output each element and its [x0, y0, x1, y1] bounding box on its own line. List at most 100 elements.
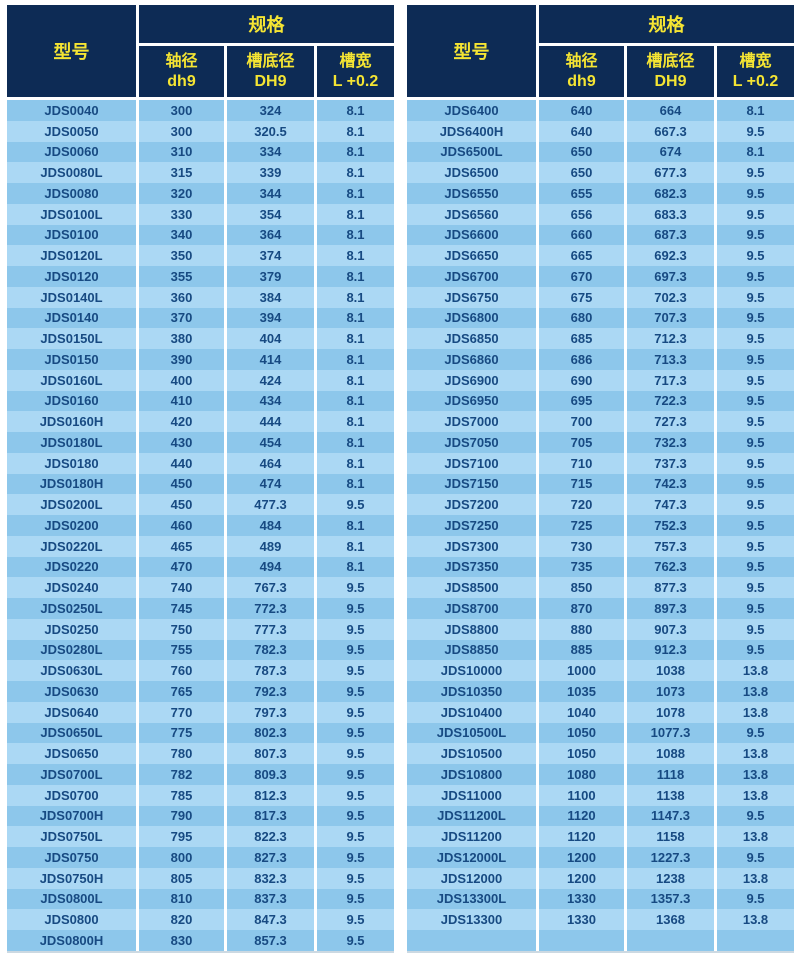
value-cell: 752.3 [627, 515, 714, 536]
table-row: JDS7100 710 737.3 9.5 [407, 452, 794, 474]
value-cell: 300 [139, 100, 224, 121]
model-cell: JDS12000 [407, 867, 536, 889]
model-cell: JDS8500 [407, 577, 536, 598]
value-cell: 650 [539, 162, 624, 183]
value-cell: 9.5 [717, 535, 794, 557]
value-cell: 8.1 [317, 245, 394, 266]
table-row: JDS7000 700 727.3 9.5 [407, 411, 794, 432]
model-cell: JDS11200 [407, 826, 536, 847]
table-row: JDS10400 1040 1078 13.8 [407, 701, 794, 723]
value-cell: 8.1 [317, 286, 394, 308]
value-cell: 792.3 [227, 681, 314, 702]
value-cell: 1147.3 [627, 805, 714, 827]
value-cell: 9.5 [317, 660, 394, 681]
value-cell: 8.1 [317, 162, 394, 183]
model-cell: JDS6550 [407, 183, 536, 204]
model-cell: JDS0120L [7, 245, 136, 266]
value-cell: 9.5 [717, 328, 794, 349]
value-cell: 740 [139, 577, 224, 598]
table-row: JDS0120 355 379 8.1 [7, 266, 394, 287]
value-cell: 9.5 [717, 203, 794, 225]
value-cell: 430 [139, 432, 224, 453]
table-row: JDS0120L 350 374 8.1 [7, 245, 394, 266]
value-cell: 9.5 [717, 162, 794, 183]
value-cell: 9.5 [717, 515, 794, 536]
table-row: JDS0180H 450 474 8.1 [7, 473, 394, 495]
table-row: JDS8800 880 907.3 9.5 [407, 618, 794, 640]
table-row: JDS0160H 420 444 8.1 [7, 411, 394, 432]
value-cell: 762.3 [627, 556, 714, 578]
model-cell: JDS0750 [7, 847, 136, 868]
table-row: JDS6600 660 687.3 9.5 [407, 224, 794, 246]
value-cell: 8.1 [717, 100, 794, 121]
model-cell: JDS12000L [407, 847, 536, 868]
value-cell: 1200 [539, 847, 624, 868]
value-cell: 686 [539, 349, 624, 370]
value-cell: 755 [139, 639, 224, 661]
value-cell: 9.5 [717, 120, 794, 142]
table-row: JDS6560 656 683.3 9.5 [407, 203, 794, 225]
table-bottom-divider [7, 950, 394, 953]
value-cell: 1330 [539, 909, 624, 930]
model-cell: JDS6600 [407, 224, 536, 246]
value-cell: 712.3 [627, 328, 714, 349]
value-cell: 640 [539, 120, 624, 142]
table-row: JDS0040 300 324 8.1 [7, 100, 394, 121]
model-cell: JDS0800L [7, 888, 136, 910]
table-row: JDS0800H 830 857.3 9.5 [7, 930, 394, 951]
model-cell: JDS8800 [407, 618, 536, 640]
table-row: JDS0080L 315 339 8.1 [7, 162, 394, 183]
value-cell: 667.3 [627, 120, 714, 142]
value-cell: 897.3 [627, 598, 714, 619]
model-cell: JDS0700H [7, 805, 136, 827]
value-cell: 665 [539, 245, 624, 266]
value-cell: 9.5 [317, 930, 394, 951]
value-cell: 8.1 [317, 307, 394, 329]
value-cell: 380 [139, 328, 224, 349]
table-row: JDS11200 1120 1158 13.8 [407, 826, 794, 847]
table-row: JDS6860 686 713.3 9.5 [407, 349, 794, 370]
value-cell [627, 930, 714, 951]
model-cell: JDS6400 [407, 100, 536, 121]
value-cell: 8.1 [317, 120, 394, 142]
value-cell: 785 [139, 784, 224, 806]
model-cell: JDS0250 [7, 618, 136, 640]
value-cell: 717.3 [627, 369, 714, 391]
model-cell: JDS0180 [7, 452, 136, 474]
value-cell: 1200 [539, 867, 624, 889]
model-cell: JDS6800 [407, 307, 536, 329]
model-cell: JDS13300L [407, 888, 536, 910]
value-cell: 9.5 [317, 722, 394, 744]
value-cell: 805 [139, 867, 224, 889]
table-row: JDS0280L 755 782.3 9.5 [7, 639, 394, 661]
groove-width-label: 槽宽 [739, 52, 772, 70]
value-cell: 9.5 [317, 764, 394, 785]
model-cell: JDS7350 [407, 556, 536, 578]
value-cell: 822.3 [227, 826, 314, 847]
value-cell: 8.1 [317, 411, 394, 432]
model-cell: JDS10500 [407, 743, 536, 764]
model-cell: JDS0280L [7, 639, 136, 661]
table-row: JDS11000 1100 1138 13.8 [407, 784, 794, 806]
table-row: JDS7050 705 732.3 9.5 [407, 432, 794, 453]
model-cell: JDS0100L [7, 203, 136, 225]
table-row: JDS6900 690 717.3 9.5 [407, 369, 794, 391]
value-cell: 9.5 [717, 307, 794, 329]
model-cell: JDS0650L [7, 722, 136, 744]
value-cell: 470 [139, 556, 224, 578]
model-cell: JDS10500L [407, 722, 536, 744]
value-cell: 8.1 [317, 432, 394, 453]
model-column-header: 型号 [407, 5, 536, 97]
table-row: JDS0640 770 797.3 9.5 [7, 701, 394, 723]
value-cell: 727.3 [627, 411, 714, 432]
table-row: JDS0800 820 847.3 9.5 [7, 909, 394, 930]
value-cell: 737.3 [627, 452, 714, 474]
table-row: JDS7250 725 752.3 9.5 [407, 515, 794, 536]
model-cell: JDS0140 [7, 307, 136, 329]
value-cell: 1238 [627, 867, 714, 889]
value-cell: 850 [539, 577, 624, 598]
table-row: JDS0650 780 807.3 9.5 [7, 743, 394, 764]
value-cell: 690 [539, 369, 624, 391]
value-cell: 390 [139, 349, 224, 370]
value-cell: 885 [539, 639, 624, 661]
